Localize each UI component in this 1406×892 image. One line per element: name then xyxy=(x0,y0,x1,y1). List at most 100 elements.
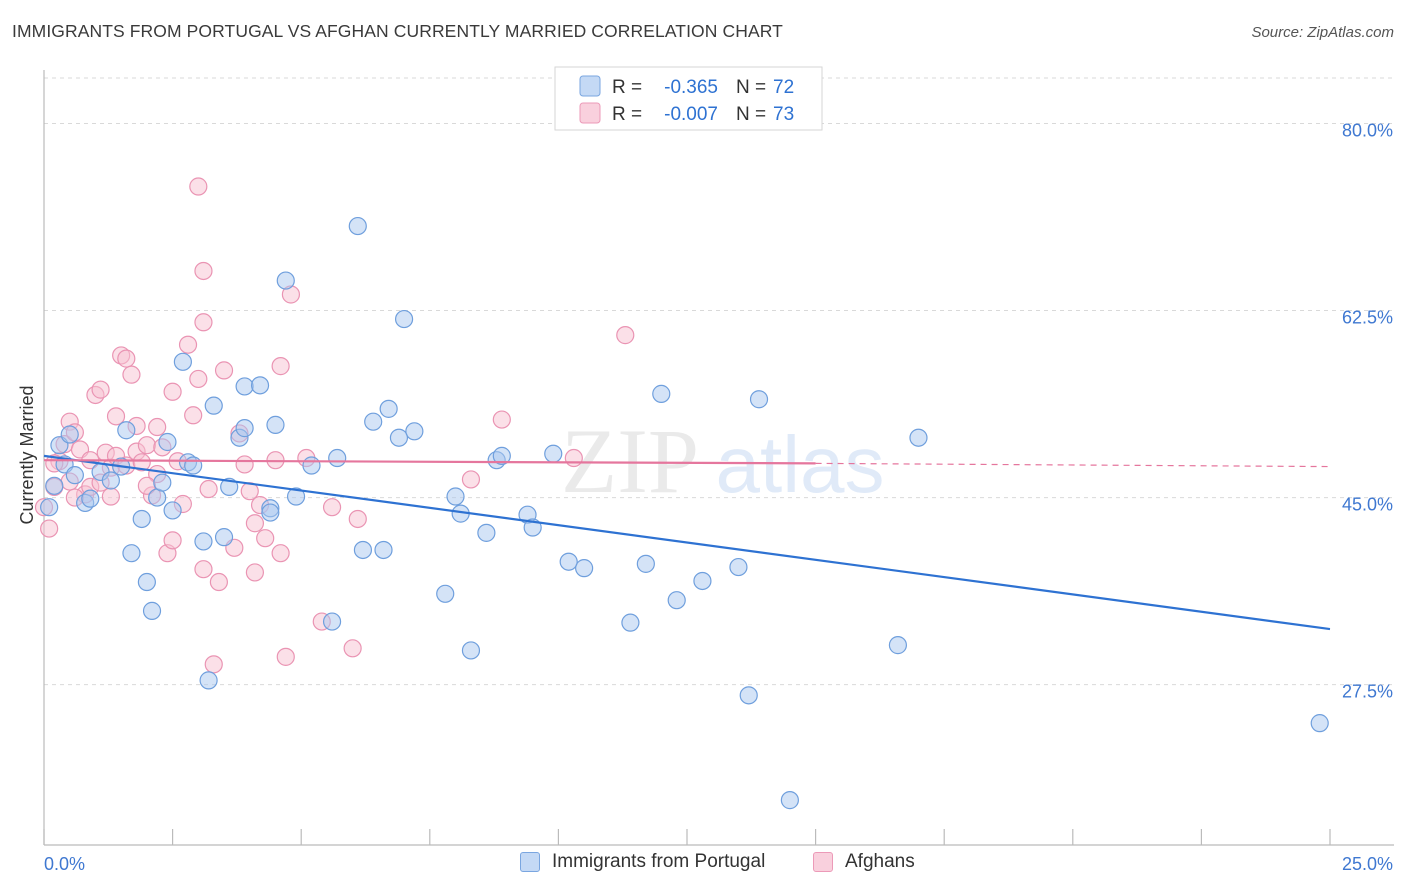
portugal-point xyxy=(142,601,162,620)
portugal-point xyxy=(492,446,511,465)
portugal-point xyxy=(81,489,100,508)
portugal-point xyxy=(235,419,254,438)
portugal-point xyxy=(286,487,306,506)
portugal-point xyxy=(348,216,367,236)
portugal-point xyxy=(302,456,321,475)
afghans-swatch xyxy=(813,852,833,872)
legend-r-label: R = xyxy=(612,77,642,98)
afghans-point xyxy=(271,544,290,563)
afghans-point xyxy=(189,177,208,196)
legend-n-value-afghans: 73 xyxy=(773,104,794,125)
afghans-point xyxy=(245,514,265,533)
portugal-point xyxy=(163,501,182,520)
legend-box: R = -0.365 N = 72 R = -0.007 N = 73 xyxy=(554,66,823,131)
portugal-point xyxy=(667,591,686,610)
portugal-point xyxy=(153,473,172,492)
portugal-point xyxy=(214,528,234,547)
portugal-point xyxy=(575,559,594,578)
portugal-point xyxy=(461,641,481,660)
legend-label-afghans: Afghans xyxy=(845,851,915,872)
portugal-swatch xyxy=(520,852,540,872)
portugal-point xyxy=(739,686,758,705)
portugal-point xyxy=(117,421,136,440)
portugal-trend-line xyxy=(43,454,1331,631)
portugal-point xyxy=(45,476,64,495)
afghans-point xyxy=(235,455,254,474)
portugal-point xyxy=(276,271,295,290)
trend-layer xyxy=(43,454,1331,631)
afghans-point xyxy=(163,531,182,550)
afghans-point xyxy=(91,380,110,399)
afghans-point xyxy=(461,470,481,489)
portugal-point xyxy=(173,352,192,371)
legend-swatch-afghans xyxy=(579,102,601,124)
legend-r-value-afghans: -0.007 xyxy=(664,104,718,125)
y-axis-label: Currently Married xyxy=(17,385,37,524)
portugal-point xyxy=(122,544,141,563)
afghans-point xyxy=(271,357,290,376)
portugal-point xyxy=(559,552,578,571)
portugal-point xyxy=(184,456,203,475)
legend-swatch-portugal xyxy=(579,75,601,97)
portugal-point xyxy=(621,613,640,632)
source-label: Source: ZipAtlas.com xyxy=(1251,24,1394,41)
legend-item-afghans[interactable]: Afghans xyxy=(813,851,915,873)
x-tick-label-min: 0.0% xyxy=(44,854,85,874)
portugal-point xyxy=(60,425,79,444)
portugal-point xyxy=(636,554,655,573)
y-tick-label: 45.0% xyxy=(1342,495,1393,515)
portugal-point xyxy=(394,309,414,329)
portugal-point xyxy=(780,791,799,810)
portugal-point xyxy=(389,428,409,447)
legend-n-label: N = xyxy=(736,104,766,125)
afghans-point xyxy=(214,361,234,380)
portugal-point xyxy=(909,428,928,447)
portugal-point xyxy=(101,471,120,490)
afghans-point xyxy=(194,313,213,332)
legend-n-label: N = xyxy=(736,77,766,98)
portugal-point xyxy=(544,444,563,463)
afghans-point xyxy=(199,479,218,499)
afghans-point xyxy=(616,326,635,345)
portugal-point xyxy=(220,477,239,496)
portugal-point xyxy=(261,503,280,522)
afghans-point xyxy=(194,261,213,281)
y-tick-label: 62.5% xyxy=(1342,308,1393,328)
bottom-legend: Immigrants from Portugal Afghans xyxy=(0,851,1406,877)
y-tick-label: 27.5% xyxy=(1342,682,1393,702)
legend-label-portugal: Immigrants from Portugal xyxy=(552,851,766,872)
portugal-points xyxy=(40,216,1329,810)
portugal-point xyxy=(194,532,213,551)
afghans-point xyxy=(122,365,141,384)
afghans-point xyxy=(117,349,136,368)
portugal-point xyxy=(1310,714,1329,733)
afghans-point xyxy=(209,572,228,592)
portugal-point xyxy=(353,540,373,560)
afghans-point xyxy=(492,410,511,429)
portugal-point xyxy=(405,422,424,441)
portugal-point xyxy=(729,557,748,577)
afghans-point xyxy=(148,417,167,437)
afghans-point xyxy=(194,560,213,579)
legend-n-value-portugal: 72 xyxy=(773,77,794,98)
portugal-point xyxy=(652,384,671,403)
afghans-trend-extension xyxy=(815,462,1331,468)
x-tick-label-max: 25.0% xyxy=(1342,854,1393,874)
portugal-point xyxy=(137,572,156,592)
portugal-point xyxy=(266,415,285,434)
portugal-point xyxy=(322,612,342,631)
portugal-point xyxy=(477,523,496,542)
afghans-point xyxy=(276,647,295,666)
portugal-point xyxy=(250,376,270,395)
afghans-point xyxy=(137,436,156,455)
portugal-point xyxy=(204,396,223,415)
legend-item-portugal[interactable]: Immigrants from Portugal xyxy=(520,851,765,873)
portugal-point xyxy=(132,509,151,529)
afghans-point xyxy=(322,498,342,517)
portugal-point xyxy=(374,540,393,560)
portugal-point xyxy=(235,377,254,396)
portugal-point xyxy=(158,432,177,452)
watermark-atlas: atlas xyxy=(716,420,885,509)
legend-r-label: R = xyxy=(612,104,642,125)
